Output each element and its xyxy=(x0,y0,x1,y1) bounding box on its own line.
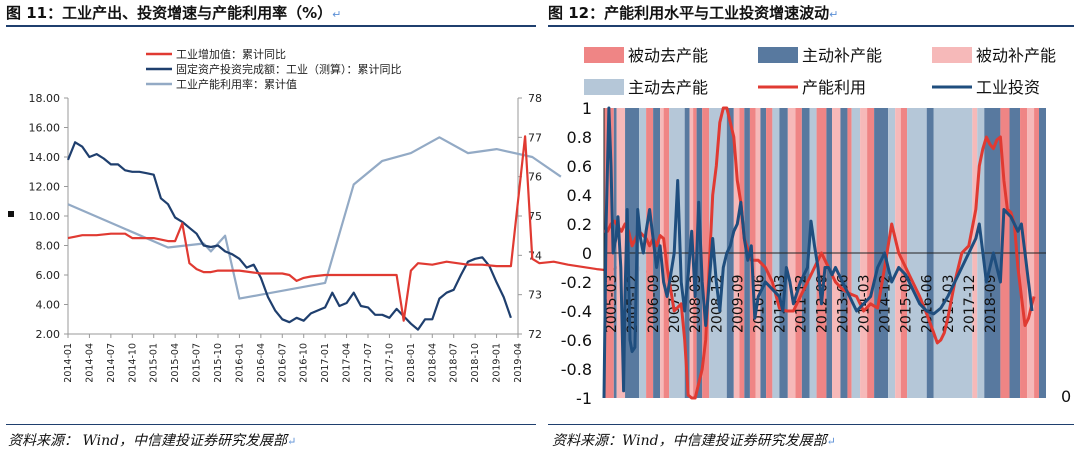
x-tick-label: 2008-03 xyxy=(688,275,704,334)
x-tick-label: 2015-09 xyxy=(899,275,915,334)
x-tick-label: 2014-10 xyxy=(127,343,138,383)
y-left-tick-label: 16.00 xyxy=(29,122,61,135)
legend-label: 产能利用 xyxy=(802,78,866,97)
y-tick-label: -0.8 xyxy=(561,360,592,379)
x-tick-label: 2018-04 xyxy=(427,343,438,383)
legend-label: 工业投资 xyxy=(976,78,1040,97)
y-left-tick-label: 8.00 xyxy=(36,240,61,253)
x-tick-label: 2016-06 xyxy=(920,274,936,333)
y-left-tick-label: 4.00 xyxy=(36,299,61,312)
right-chart: -1 -0.8 -0.6 -0.4 -0.2 0 0.2 0.4 0.6 0.8 1 0 2005-03… xyxy=(561,46,1071,408)
y-tick-label: 0.4 xyxy=(567,186,592,205)
legend-label: 被动补产能 xyxy=(976,46,1056,65)
legend-swatch xyxy=(758,47,798,63)
x-tick-label: 2018-01 xyxy=(406,343,417,383)
x-tick-label: 2016-04 xyxy=(256,343,267,383)
y-tick-label: -1 xyxy=(576,389,592,408)
y-tick-label: -0.2 xyxy=(561,273,592,292)
x-tick-label: 2017-10 xyxy=(384,343,395,383)
y-right-tick-label: 75 xyxy=(528,210,542,223)
series-line xyxy=(602,106,1034,399)
x-tick-label: 2009-09 xyxy=(730,275,746,334)
return-mark-icon: ↵ xyxy=(287,435,297,448)
x-tick-label: 2016-10 xyxy=(299,343,310,383)
series-line xyxy=(67,136,562,300)
x-tick-label: 2018-07 xyxy=(449,343,460,383)
y-right-tick-label: 72 xyxy=(528,328,542,341)
y-left-tick-label: 10.00 xyxy=(29,210,61,223)
legend-label: 工业产能利用率：累计值 xyxy=(176,77,297,91)
legend-label: 工业增加值：累计同比 xyxy=(176,47,286,61)
y-left-tick-label: 6.00 xyxy=(36,269,61,282)
y-left-tick-label: 14.00 xyxy=(29,151,61,164)
series-line xyxy=(67,135,648,322)
x-tick-label: 2014-07 xyxy=(106,343,117,383)
legend-label: 被动去产能 xyxy=(628,46,708,65)
x-tick-label: 2018-10 xyxy=(470,343,481,383)
left-figure-title: 图 11：工业产出、投资增速与产能利用率（%）↵ xyxy=(6,4,342,22)
x-tick-label: 2015-01 xyxy=(149,343,160,383)
legend-swatch xyxy=(584,47,624,63)
y-tick-label: 0 xyxy=(582,244,592,263)
left-chart: 2.00 4.00 6.00 8.00 10.00 12.00 14.00 16.00 18.0… xyxy=(8,47,648,383)
y-tick-label: 0.2 xyxy=(567,215,592,234)
series-line xyxy=(604,106,1036,400)
x-tick-label: 2005-03 xyxy=(604,275,620,334)
y-tick-label: 1 xyxy=(582,99,592,118)
y-right-tick-label: 73 xyxy=(528,289,542,302)
x-tick-label: 2018-09 xyxy=(983,275,999,334)
bullet-marker xyxy=(8,211,14,217)
y-tick-label: 0.6 xyxy=(567,157,592,176)
series-line xyxy=(66,141,512,331)
right-title-rule xyxy=(548,25,1074,27)
x-tick-label: 2014-01 xyxy=(63,343,74,383)
y-tick-label: 0.8 xyxy=(567,128,592,147)
return-mark-icon: ↵ xyxy=(829,8,839,21)
legend-label: 主动补产能 xyxy=(802,46,882,65)
return-mark-icon: ↵ xyxy=(826,435,836,448)
x-tick-label: 2015-10 xyxy=(213,343,224,383)
right-source-rule xyxy=(548,424,1074,425)
x-tick-label: 2019-01 xyxy=(492,343,503,383)
y-right-tick-label: 76 xyxy=(528,171,542,184)
y-tick-label: -0.6 xyxy=(561,331,592,350)
x-tick-label: 2017-12 xyxy=(962,275,978,334)
left-source-rule xyxy=(6,424,536,425)
x-tick-label: 2015-07 xyxy=(192,343,203,383)
y-tick-label: -0.4 xyxy=(561,302,592,321)
left-title-rule xyxy=(6,25,536,27)
x-tick-label: 2019-04 xyxy=(513,343,524,383)
x-tick-label: 2017-07 xyxy=(363,343,374,383)
legend-swatch xyxy=(584,79,624,95)
legend-label: 主动去产能 xyxy=(628,78,708,97)
x-tick-label: 2016-07 xyxy=(277,343,288,383)
x-tick-label: 2014-04 xyxy=(84,343,95,383)
right-figure-title: 图 12：产能利用水平与工业投资增速波动↵ xyxy=(548,4,839,22)
right-source-note: 资料来源：Wind，中信建投证券研究发展部↵ xyxy=(552,433,836,449)
y-right-tick-label: 77 xyxy=(528,131,542,144)
y-left-tick-label: 18.00 xyxy=(29,92,61,105)
y-right-tick-label: 78 xyxy=(528,92,542,105)
x-tick-label: 2017-01 xyxy=(320,343,331,383)
y-left-tick-label: 12.00 xyxy=(29,181,61,194)
right-axis-label: 0 xyxy=(1061,387,1071,406)
y-left-tick-label: 2.00 xyxy=(36,328,61,341)
legend-label: 固定资产投资完成额：工业（测算）：累计同比 xyxy=(176,62,402,76)
left-source-note: 资料来源： Wind，中信建投证券研究发展部↵ xyxy=(8,433,297,449)
x-tick-label: 2017-04 xyxy=(342,343,353,383)
legend-swatch xyxy=(932,47,972,63)
return-mark-icon: ↵ xyxy=(332,8,342,21)
x-tick-label: 2015-04 xyxy=(170,343,181,383)
x-tick-label: 2016-01 xyxy=(234,343,245,383)
x-tick-label: 2006-09 xyxy=(646,275,662,334)
